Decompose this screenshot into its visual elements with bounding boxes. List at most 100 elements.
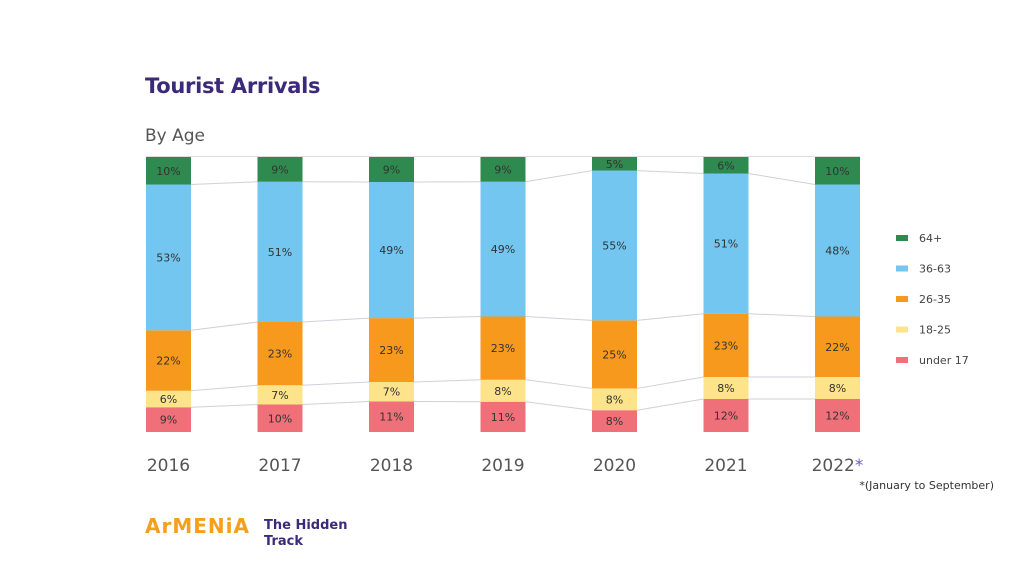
data-label: 9% [383, 164, 400, 177]
connector-line [302, 400, 370, 405]
data-label: 9% [494, 163, 511, 176]
bar-segment-18-25-2018 [369, 382, 414, 402]
data-label: 53% [156, 251, 180, 264]
data-label: 11% [379, 411, 403, 424]
connector-line [190, 321, 258, 331]
legend-swatch [896, 265, 908, 272]
chart-subtitle: By Age [145, 126, 206, 146]
bar-segment-64plus-2018 [369, 157, 414, 182]
bar-segment-26-35-2021 [703, 313, 749, 377]
footnote: *(January to September) [859, 479, 994, 492]
data-label: 7% [271, 389, 288, 402]
bar-segment-36-63-2021 [703, 173, 749, 314]
connector-line [525, 401, 593, 411]
x-tick-label: 2021 [704, 456, 747, 476]
bar-segment-36-63-2018 [369, 182, 414, 319]
x-tick-label: 2022* [812, 456, 864, 476]
data-label: 23% [491, 342, 515, 355]
bar-segment-26-35-2016 [146, 330, 191, 391]
data-label: 11% [491, 411, 515, 424]
bar-segment-36-63-2019 [480, 181, 526, 317]
data-label: 48% [825, 245, 849, 258]
bar-segment-18-25-2017 [257, 385, 303, 405]
bar-segment-36-63-2022 [815, 184, 860, 317]
connector-line [525, 316, 593, 321]
data-label: 9% [271, 163, 288, 176]
data-label: 49% [491, 243, 515, 256]
bar-segment-26-35-2019 [480, 316, 526, 380]
data-label: 23% [714, 339, 738, 352]
bar-segment-26-35-2017 [257, 322, 303, 386]
chart-title: Tourist Arrivals [145, 74, 321, 98]
connector-line [636, 398, 704, 411]
bar-segment-18-25-2022 [815, 377, 860, 399]
data-label: 8% [606, 415, 623, 428]
connector-line [748, 313, 816, 317]
legend-label: 18-25 [919, 324, 951, 337]
connector-line [190, 404, 258, 408]
legend-swatch [896, 296, 908, 302]
data-label: 23% [268, 348, 292, 361]
data-label: 7% [383, 386, 400, 399]
x-tick-label: 2017 [258, 456, 301, 476]
connector-line [413, 316, 481, 319]
data-label: 49% [379, 244, 403, 257]
data-label: 51% [714, 238, 738, 251]
bar-segment-64plus-2017 [257, 157, 303, 182]
asterisk: * [855, 456, 864, 476]
bar-segment-26-35-2020 [592, 320, 637, 389]
bar-segment-under-17-2020 [592, 410, 637, 432]
bar-segment-under-17-2022 [815, 399, 860, 432]
data-label: 6% [717, 159, 734, 172]
connector-line [636, 313, 704, 321]
bar-segment-36-63-2016 [146, 184, 191, 331]
bar-segment-under-17-2019 [480, 401, 526, 432]
data-label: 22% [156, 355, 180, 368]
bar-segment-under-17-2021 [703, 399, 749, 432]
bar-segment-26-35-2018 [369, 318, 414, 382]
data-label: 8% [717, 382, 734, 395]
data-label: 8% [606, 393, 623, 406]
connector-line [302, 317, 370, 323]
armenia-logo: ArMENiA [145, 514, 250, 538]
bar-segment-36-63-2017 [257, 181, 303, 322]
bar-segment-64plus-2022 [815, 157, 860, 185]
x-tick-label: 2018 [370, 456, 413, 476]
tagline-line-1: The Hidden [264, 518, 348, 533]
data-label: 5% [606, 158, 623, 171]
bar-segment-under-17-2016 [146, 407, 191, 432]
bar-segment-64plus-2021 [703, 157, 749, 174]
data-label: 12% [825, 410, 849, 423]
tagline: The Hidden Track [264, 518, 347, 550]
data-label: 10% [268, 412, 292, 425]
bar-segment-64plus-2020 [592, 157, 637, 171]
data-label: 25% [602, 348, 626, 361]
legend-label: 64+ [919, 232, 942, 245]
x-tick-label: 2019 [481, 456, 524, 476]
connector-line [190, 181, 258, 185]
data-label: 10% [825, 165, 849, 178]
bar-segment-64plus-2016 [146, 157, 191, 185]
connector-line [636, 170, 704, 174]
data-label: 22% [825, 341, 849, 354]
bar-segment-18-25-2021 [703, 377, 749, 399]
data-label: 8% [829, 382, 846, 395]
connector-line [525, 379, 593, 389]
x-tick-label: 2020 [593, 456, 636, 476]
connector-line [748, 173, 816, 185]
data-label: 12% [714, 410, 738, 423]
x-tick-label: 2016 [147, 456, 190, 476]
data-label: 55% [602, 239, 626, 252]
legend-label: 36-63 [919, 263, 951, 276]
data-label: 6% [160, 393, 177, 406]
bar-segment-18-25-2019 [480, 379, 526, 402]
legend-swatch [896, 326, 908, 333]
legend-label: 26-35 [919, 293, 951, 306]
bar-segment-under-17-2017 [257, 404, 303, 432]
tagline-line-2: Track [264, 534, 303, 549]
data-label: 8% [494, 385, 511, 398]
data-label: 10% [156, 165, 180, 178]
bar-segment-18-25-2020 [592, 388, 637, 411]
bar-segment-18-25-2016 [146, 390, 191, 408]
